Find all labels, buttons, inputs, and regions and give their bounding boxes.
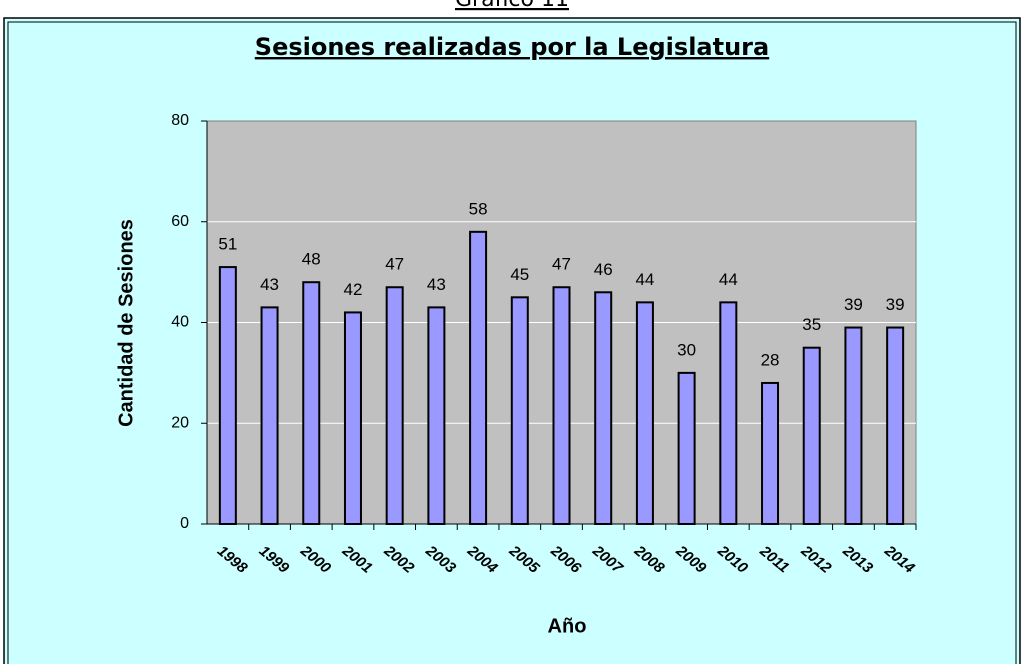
value-label: 39 (844, 295, 863, 314)
bar (302, 281, 321, 526)
y-tick-label: 60 (171, 213, 189, 230)
bar (635, 301, 654, 525)
bar (594, 291, 613, 525)
frame-inner (7, 21, 1017, 664)
value-label: 39 (886, 295, 905, 314)
chart-title: Sesiones realizadas por la Legislatura (255, 33, 769, 61)
bar (761, 381, 780, 526)
value-label: 51 (218, 235, 237, 254)
bar (552, 286, 571, 525)
y-tick-label: 80 (171, 112, 189, 129)
y-tick-label: 20 (171, 414, 189, 431)
y-tick-label: 40 (171, 314, 189, 331)
value-label: 43 (427, 275, 446, 294)
page-heading: Gráfico 11 (455, 0, 569, 12)
bar (802, 346, 821, 525)
value-label: 43 (260, 275, 279, 294)
bar (427, 306, 446, 526)
bar (260, 306, 279, 526)
bar (343, 311, 362, 525)
value-label: 44 (719, 270, 738, 289)
bar (218, 266, 237, 525)
x-axis-label: Año (548, 615, 587, 637)
bar (886, 326, 905, 525)
bar (719, 301, 738, 525)
bar (844, 326, 863, 525)
y-axis-label: Cantidad de Sesiones (115, 219, 137, 427)
bar (677, 371, 696, 525)
y-tick-label: 0 (180, 515, 189, 532)
value-label: 28 (761, 350, 780, 369)
value-label: 47 (385, 255, 404, 274)
bar (385, 286, 404, 525)
value-label: 44 (635, 270, 654, 289)
value-label: 47 (552, 255, 571, 274)
value-label: 45 (510, 265, 529, 284)
value-label: 42 (344, 280, 363, 299)
value-label: 58 (469, 199, 488, 218)
bar (510, 296, 529, 525)
value-label: 35 (802, 315, 821, 334)
value-label: 46 (594, 260, 613, 279)
bar (469, 230, 488, 525)
value-label: 48 (302, 250, 321, 269)
value-label: 30 (677, 340, 696, 359)
